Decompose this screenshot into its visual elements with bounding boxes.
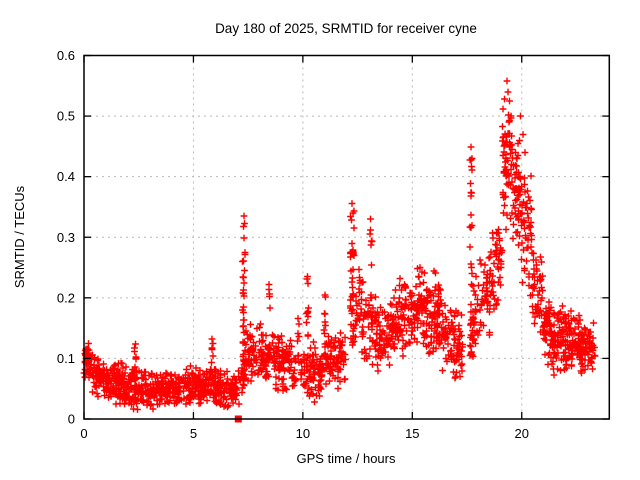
x-axis-label: GPS time / hours (297, 451, 396, 466)
y-tick-label: 0.4 (57, 169, 75, 184)
y-tick-label: 0.6 (57, 48, 75, 63)
x-tick-label: 10 (296, 426, 310, 441)
scatter-series-SRMTID (80, 77, 599, 413)
axis-ticks (83, 54, 610, 420)
x-tick-label: 0 (80, 426, 87, 441)
y-tick-label: 0.3 (57, 230, 75, 245)
y-axis-label: SRMTID / TECUs (12, 185, 27, 288)
x-tick-label: 15 (405, 426, 419, 441)
chart-title: Day 180 of 2025, SRMTID for receiver cyn… (215, 21, 477, 36)
y-tick-label: 0 (68, 412, 75, 427)
y-tick-label: 0.5 (57, 109, 75, 124)
y-tick-labels: 0 0.1 0.2 0.3 0.4 0.5 0.6 (57, 48, 75, 427)
y-tick-label: 0.1 (57, 351, 75, 366)
x-tick-label: 5 (190, 426, 197, 441)
x-tick-labels: 0 5 10 15 20 (80, 426, 529, 441)
x-tick-label: 20 (515, 426, 529, 441)
y-tick-label: 0.2 (57, 290, 75, 305)
